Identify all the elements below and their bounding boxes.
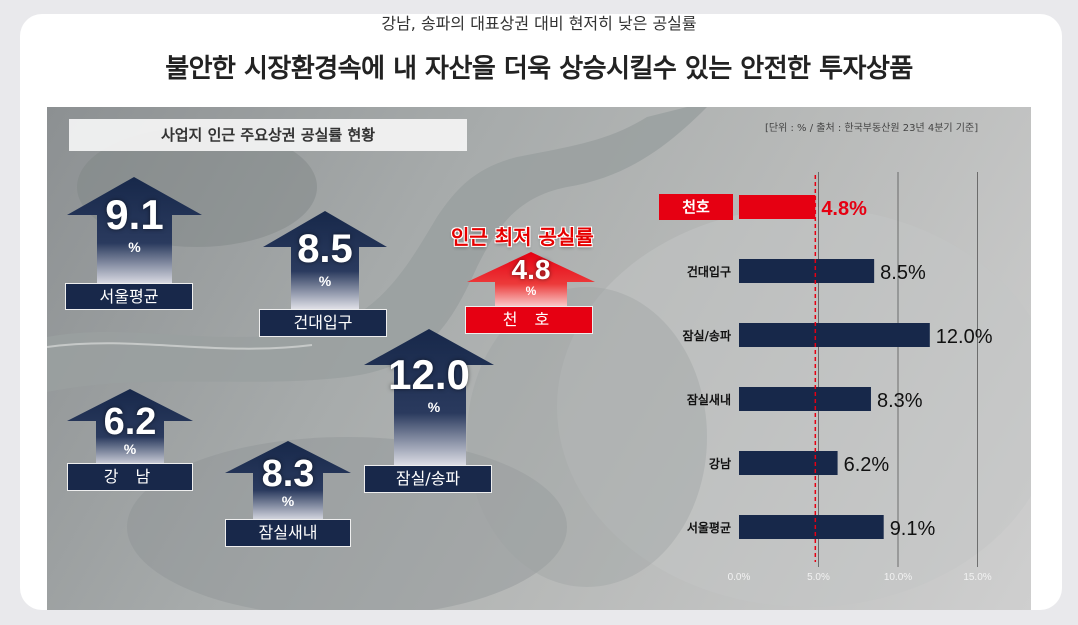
arrow-value: 6.2 — [103, 401, 157, 443]
value-label: 4.8% — [821, 198, 867, 220]
bar — [739, 259, 875, 283]
bar — [739, 451, 838, 475]
page-subtitle: 강남, 송파의 대표상권 대비 현저히 낮은 공실률 — [381, 14, 697, 33]
arrow-unit: % — [318, 273, 332, 289]
arrow-unit: % — [281, 493, 295, 509]
category-label: 잠실새내 — [687, 392, 731, 407]
category-label: 서울평균 — [687, 520, 731, 535]
arrow-jamsil-songpa: 12.0 % 잠실/송파 — [364, 329, 494, 494]
map-panel: 사업지 인근 주요상권 공실률 현황 [단위 : % / 출처 : 한국부동산원… — [47, 107, 1031, 610]
vacancy-bar-chart: 0.0% 5.0% 10.0% 15.0% 천호 4.8% 건대입구 8.5% 잠실/송파 12.… — [659, 172, 993, 583]
value-label: 8.3% — [877, 390, 923, 412]
category-label: 건대입구 — [687, 264, 731, 279]
arrow-label: 잠실새내 — [225, 519, 351, 547]
arrow-gangnam: 6.2 % 강 남 — [67, 389, 193, 494]
bar — [739, 323, 930, 347]
arrow-value: 9.1 — [105, 191, 164, 238]
category-label: 강남 — [709, 456, 731, 471]
source-note: [단위 : % / 출처 : 한국부동산원 23년 4분기 기준] — [765, 123, 979, 134]
value-label: 6.2% — [844, 454, 890, 476]
value-label: 8.5% — [880, 262, 926, 284]
arrow-cheonho: 4.8 % 천 호 — [465, 252, 595, 342]
panel-title: 사업지 인근 주요상권 공실률 현황 — [69, 119, 467, 151]
x-tick-label: 0.0% — [728, 572, 751, 583]
arrow-kondae: 8.5 % 건대입구 — [259, 211, 387, 341]
bar — [739, 387, 871, 411]
arrow-value: 8.5 — [297, 227, 353, 271]
arrow-label: 강 남 — [67, 463, 193, 491]
arrow-unit: % — [128, 239, 141, 255]
arrow-seoul-average: 9.1 % 서울평균 — [65, 177, 202, 312]
category-label: 천호 — [682, 198, 710, 216]
arrow-value: 8.3 — [261, 453, 315, 495]
arrow-unit: % — [427, 399, 441, 415]
bar — [739, 195, 816, 219]
arrow-value: 4.8 — [511, 254, 551, 285]
arrow-unit: % — [123, 441, 137, 457]
x-tick-label: 10.0% — [884, 572, 912, 583]
x-tick-label: 15.0% — [963, 572, 991, 583]
arrow-label: 서울평균 — [65, 283, 193, 310]
arrow-jamsil-saenae: 8.3 % 잠실새내 — [225, 441, 351, 553]
arrow-label: 잠실/송파 — [364, 465, 492, 493]
bar — [739, 515, 884, 539]
arrow-value: 12.0 — [388, 351, 470, 398]
x-tick-label: 5.0% — [807, 572, 830, 583]
arrow-label: 건대입구 — [259, 309, 387, 337]
page-title: 불안한 시장환경속에 내 자산을 더욱 상승시킬수 있는 안전한 투자상품 — [165, 54, 913, 84]
category-label-highlight-box — [659, 194, 733, 220]
value-label: 9.1% — [890, 518, 936, 540]
arrow-label: 천 호 — [465, 306, 593, 334]
lowest-vacancy-callout: 인근 최저 공실률 — [451, 225, 594, 249]
arrow-unit: % — [525, 284, 537, 298]
category-label: 잠실/송파 — [682, 328, 731, 343]
value-label: 12.0% — [936, 326, 993, 348]
